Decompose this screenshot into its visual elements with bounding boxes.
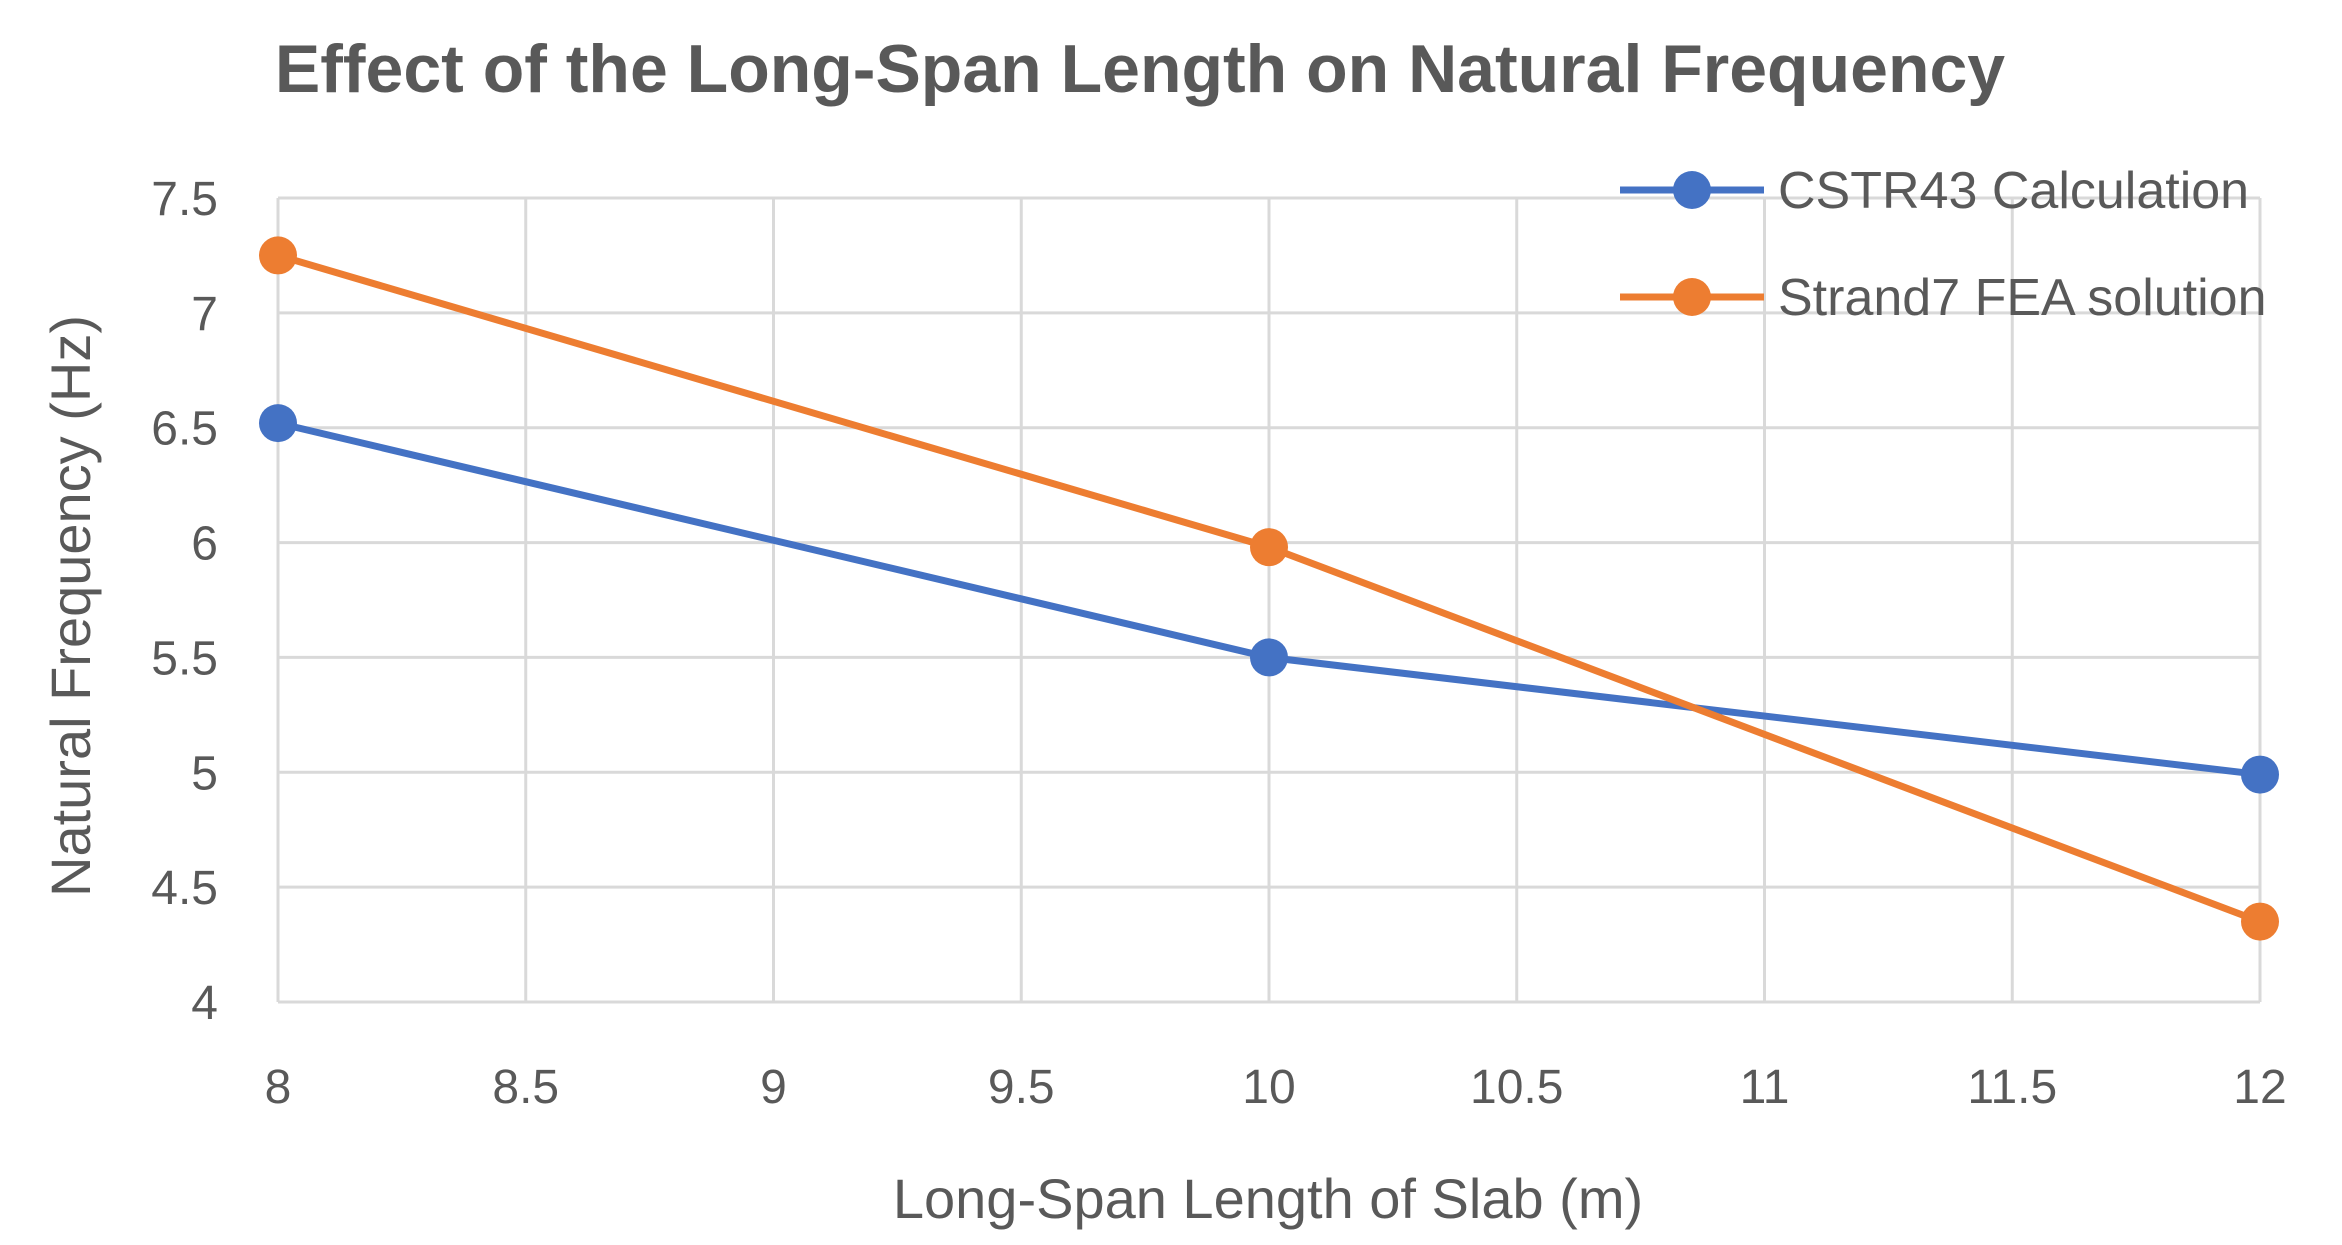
x-axis-label: Long-Span Length of Slab (m): [893, 1167, 1643, 1230]
y-tick-label: 5.5: [151, 632, 218, 685]
series-1: [259, 404, 2279, 794]
x-tick-label: 9.5: [988, 1061, 1055, 1114]
chart-title: Effect of the Long-Span Length on Natura…: [275, 31, 2005, 107]
x-tick-label: 8.5: [492, 1061, 559, 1114]
y-tick-label: 4.5: [151, 862, 218, 915]
legend-item-1: CSTR43 Calculation: [1620, 162, 2249, 220]
data-point: [2241, 902, 2279, 941]
series-layer: [259, 236, 2279, 941]
legend-marker: [1673, 278, 1711, 316]
x-tick-label: 9: [760, 1061, 787, 1114]
y-tick-label: 7.5: [151, 173, 218, 226]
y-axis-label: Natural Frequency (Hz): [39, 315, 102, 897]
x-tick-label: 10.5: [1470, 1061, 1563, 1114]
x-tick-label: 11.5: [1967, 1061, 2057, 1114]
y-axis-ticks: 4 4.5 5 5.5 6 6.5 7 7.5: [151, 173, 218, 1030]
x-axis-ticks: 8 8.5 9 9.5 10 10.5 11 11.5 12: [265, 1061, 2287, 1114]
x-tick-label: 11: [1740, 1061, 1790, 1114]
y-tick-label: 5: [191, 747, 218, 800]
legend-marker: [1673, 171, 1711, 209]
data-point: [259, 236, 297, 275]
data-point: [1250, 638, 1288, 677]
y-tick-label: 6.5: [151, 403, 218, 456]
y-tick-label: 4: [191, 977, 218, 1030]
legend-item-2: Strand7 FEA solution: [1620, 269, 2267, 327]
x-tick-label: 10: [1242, 1061, 1295, 1114]
data-point: [259, 404, 297, 443]
y-tick-label: 7: [191, 288, 218, 341]
y-tick-label: 6: [191, 518, 218, 571]
data-point: [2241, 755, 2279, 794]
data-point: [1250, 528, 1288, 567]
series-2: [259, 236, 2279, 941]
legend: CSTR43 Calculation Strand7 FEA solution: [1620, 162, 2267, 327]
x-tick-label: 12: [2233, 1061, 2286, 1114]
legend-label: Strand7 FEA solution: [1778, 269, 2267, 327]
x-tick-label: 8: [265, 1061, 292, 1114]
legend-label: CSTR43 Calculation: [1778, 162, 2249, 220]
